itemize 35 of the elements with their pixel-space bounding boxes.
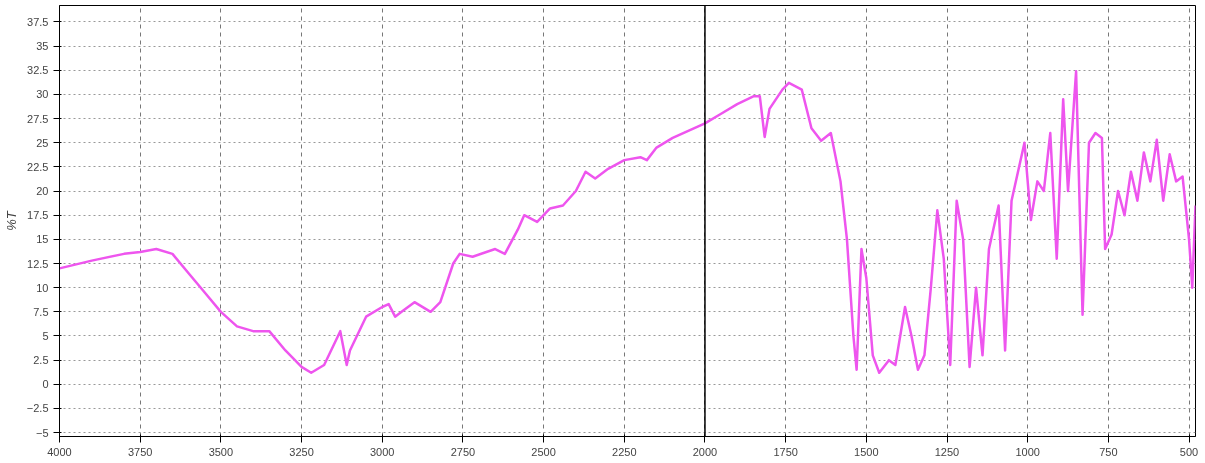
- x-tick-label: 4000: [47, 445, 72, 458]
- y-tick-label: −2.5: [26, 402, 49, 415]
- line-series: [59, 69, 1196, 374]
- y-tick-label: 15: [36, 233, 49, 246]
- y-tick-label: 27.5: [27, 112, 49, 125]
- y-tick-label: 30: [36, 88, 49, 101]
- y-tick-label: 32.5: [27, 64, 49, 77]
- y-tick-label: 7.5: [33, 305, 49, 318]
- y-tick-label: −5: [35, 426, 49, 439]
- x-tick-label: 2250: [612, 445, 637, 458]
- x-tick-label: 2500: [531, 445, 556, 458]
- y-tick-label: 2.5: [33, 354, 49, 367]
- y-tick-label: 12.5: [27, 257, 49, 270]
- x-tick-label: 3250: [289, 445, 314, 458]
- x-tick-label: 1750: [773, 445, 798, 458]
- x-tick-label: 1250: [934, 445, 960, 458]
- y-tick-label: 0: [42, 378, 49, 391]
- y-tick-label: 5: [42, 330, 49, 342]
- x-tick-label: 3500: [208, 445, 234, 458]
- x-tick-label: 3000: [369, 445, 395, 458]
- y-tick-label: 37.5: [27, 15, 49, 28]
- y-axis-title: %T: [3, 210, 19, 231]
- y-tick-label: 35: [36, 40, 49, 53]
- y-tick-label: 10: [36, 281, 49, 294]
- x-tick-label: 2750: [450, 445, 476, 458]
- x-tick-label: 3750: [127, 445, 153, 458]
- x-tick-label: 1500: [854, 445, 879, 458]
- y-tick-label: 20: [36, 185, 49, 198]
- x-tick-label: 1000: [1015, 445, 1040, 458]
- y-tick-label: 22.5: [27, 160, 49, 173]
- y-tick-label: 17.5: [27, 209, 49, 222]
- x-tick-label: 750: [1099, 445, 1118, 458]
- y-tick-label: 25: [36, 136, 49, 149]
- x-tick-label: 500: [1179, 445, 1199, 458]
- x-tick-label: 2000: [692, 445, 718, 458]
